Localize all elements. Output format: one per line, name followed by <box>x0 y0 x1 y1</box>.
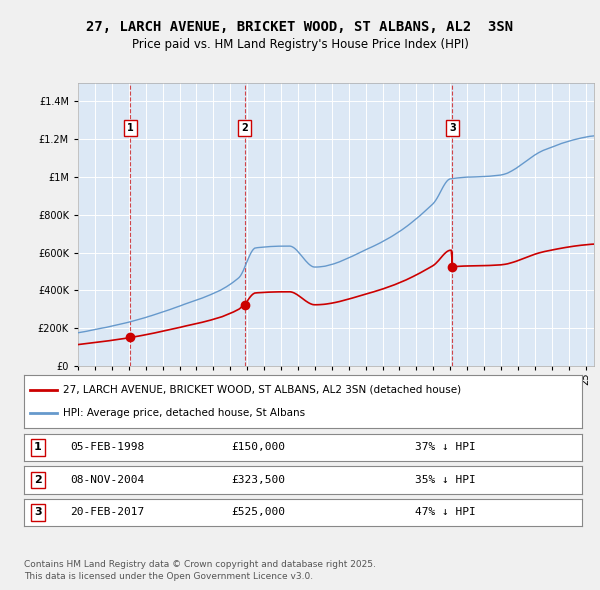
Text: 37% ↓ HPI: 37% ↓ HPI <box>415 442 475 453</box>
Text: 27, LARCH AVENUE, BRICKET WOOD, ST ALBANS, AL2  3SN: 27, LARCH AVENUE, BRICKET WOOD, ST ALBAN… <box>86 19 514 34</box>
Text: 2: 2 <box>34 475 42 485</box>
Text: £150,000: £150,000 <box>232 442 286 453</box>
Text: HPI: Average price, detached house, St Albans: HPI: Average price, detached house, St A… <box>63 408 305 418</box>
Text: 1: 1 <box>127 123 134 133</box>
Text: 3: 3 <box>34 507 42 517</box>
Text: £525,000: £525,000 <box>232 507 286 517</box>
Text: 3: 3 <box>449 123 456 133</box>
Text: Price paid vs. HM Land Registry's House Price Index (HPI): Price paid vs. HM Land Registry's House … <box>131 38 469 51</box>
Text: 1: 1 <box>34 442 42 453</box>
Text: This data is licensed under the Open Government Licence v3.0.: This data is licensed under the Open Gov… <box>24 572 313 581</box>
Text: 05-FEB-1998: 05-FEB-1998 <box>71 442 145 453</box>
Text: Contains HM Land Registry data © Crown copyright and database right 2025.: Contains HM Land Registry data © Crown c… <box>24 560 376 569</box>
Text: £323,500: £323,500 <box>232 475 286 485</box>
Text: 47% ↓ HPI: 47% ↓ HPI <box>415 507 475 517</box>
Text: 08-NOV-2004: 08-NOV-2004 <box>71 475 145 485</box>
Text: 35% ↓ HPI: 35% ↓ HPI <box>415 475 475 485</box>
Text: 20-FEB-2017: 20-FEB-2017 <box>71 507 145 517</box>
Text: 2: 2 <box>241 123 248 133</box>
Text: 27, LARCH AVENUE, BRICKET WOOD, ST ALBANS, AL2 3SN (detached house): 27, LARCH AVENUE, BRICKET WOOD, ST ALBAN… <box>63 385 461 395</box>
